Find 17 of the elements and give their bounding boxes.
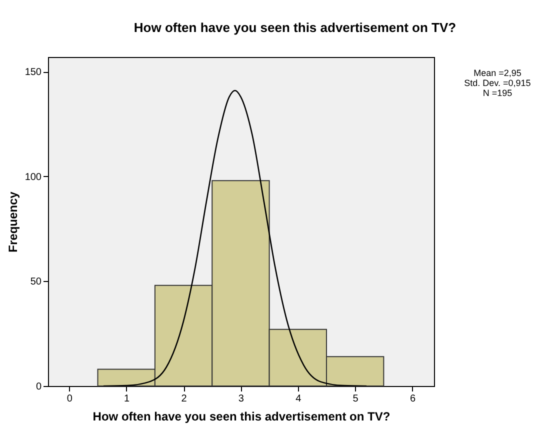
x-axis-title: How often have you seen this advertisement on TV? [92, 410, 390, 424]
y-tick-label: 150 [24, 67, 42, 78]
x-tick-label: 0 [66, 394, 73, 404]
text: Std. Dev. =0,915 [463, 78, 532, 88]
y-tick-label: 0 [36, 382, 42, 392]
x-tick-label: 3 [238, 394, 244, 404]
x-tick-label: 5 [352, 394, 359, 404]
y-axis-title: Frequency [6, 191, 20, 252]
x-tick-label: 1 [124, 394, 130, 404]
x-tick-label: 2 [181, 394, 188, 404]
y-tick-label: 50 [30, 276, 42, 288]
x-tick-label: 6 [410, 394, 416, 404]
chart-title: How often have you seen this advertisement on TV? [134, 20, 456, 35]
y-tick-label: 100 [24, 172, 42, 183]
text: N =195 [482, 88, 514, 98]
x-tick-label: 4 [296, 394, 302, 404]
text: Mean =2,95 [472, 68, 522, 78]
